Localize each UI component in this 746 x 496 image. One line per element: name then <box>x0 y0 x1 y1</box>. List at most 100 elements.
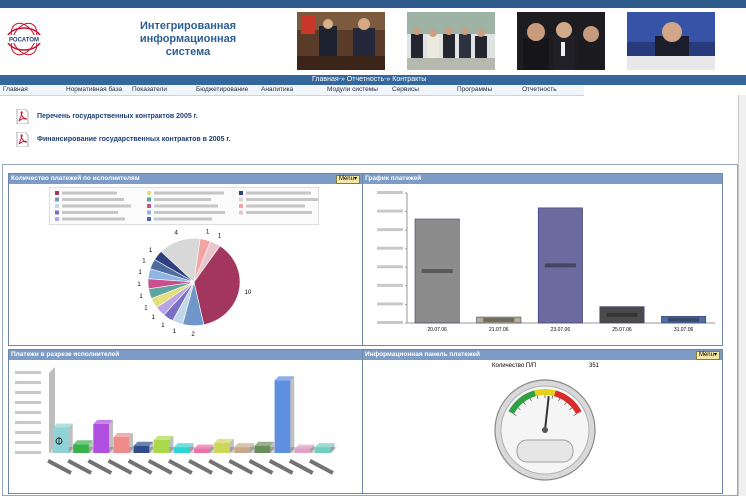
pie-menu-label: Menu <box>338 176 354 182</box>
executor-bar[interactable] <box>294 444 315 453</box>
legend-swatch <box>55 191 59 195</box>
legend-label-blur <box>154 198 211 201</box>
y-tick-label-blur <box>377 191 403 194</box>
legend-swatch <box>147 191 151 195</box>
pie-legend <box>49 187 319 225</box>
executors-chart <box>15 367 337 475</box>
pie-slice[interactable] <box>193 240 221 283</box>
executor-bar[interactable] <box>173 443 194 453</box>
y-tick-label-blur <box>377 302 403 306</box>
rosatom-logo[interactable]: РОСАТОМ <box>4 22 44 56</box>
menu-item-home[interactable]: Главная <box>3 86 28 93</box>
document-link-1[interactable]: Перечень государственных контрактов 2005… <box>16 108 198 124</box>
pie-panel-title: Количество платежей по исполнителям <box>11 175 140 182</box>
pie-slice-label: 2 <box>191 332 195 338</box>
y-tick-label-blur <box>15 421 41 424</box>
legend-swatch <box>55 210 59 215</box>
pie-slice[interactable] <box>193 245 241 326</box>
legend-label-blur <box>62 204 131 208</box>
menu-item-normative[interactable]: Нормативная база <box>66 86 123 93</box>
executor-bar[interactable] <box>234 443 254 453</box>
pdf-icon <box>16 131 29 147</box>
executor-bar[interactable] <box>53 423 73 453</box>
executor-bar[interactable] <box>113 433 134 453</box>
x-tick-label: 31.07.06 <box>674 327 694 333</box>
schedule-bar[interactable] <box>414 218 460 324</box>
menu-item-services[interactable]: Сервисы <box>392 86 419 93</box>
gauge-hub <box>542 427 548 433</box>
pie-slice-label: 1 <box>152 315 156 321</box>
x-tick-label-blur <box>47 459 72 475</box>
x-tick-label-blur <box>67 458 93 475</box>
gauge-tick <box>523 402 526 405</box>
x-tick-label-blur <box>147 459 173 475</box>
legend-label-blur <box>62 191 117 195</box>
legend-label-blur <box>246 211 312 214</box>
x-tick-label-blur <box>107 458 133 475</box>
schedule-bar[interactable] <box>537 207 583 324</box>
executor-bar[interactable] <box>133 441 154 453</box>
gauge-tick <box>551 395 553 399</box>
logo-text: РОСАТОМ <box>9 38 39 44</box>
x-tick-label-blur <box>268 458 294 475</box>
gauge-tick <box>517 407 521 410</box>
info-menu-button[interactable]: Menu▾ <box>695 351 720 360</box>
header-photo-1 <box>297 12 385 70</box>
y-tick-label-blur <box>15 401 41 404</box>
x-tick-label-blur <box>87 459 113 475</box>
gauge-tick <box>573 413 577 416</box>
title-line-2: информационная <box>139 33 237 45</box>
x-tick-label: 25.07.06 <box>612 327 632 333</box>
schedule-bar[interactable] <box>476 316 522 324</box>
y-tick-label-blur <box>377 265 403 269</box>
document-link-2-label[interactable]: Финансирование государственных контракто… <box>37 135 231 143</box>
schedule-bar[interactable] <box>661 316 707 324</box>
gauge-zone <box>508 390 537 415</box>
pie-menu-button[interactable]: Menu▾ <box>335 175 360 184</box>
menu-item-budgeting[interactable]: Бюджетирование <box>196 86 249 93</box>
executor-bar[interactable] <box>314 443 335 453</box>
header-photo-2 <box>407 12 495 70</box>
y-tick-label-blur <box>15 411 41 414</box>
executor-bar[interactable] <box>274 376 295 453</box>
breadcrumb[interactable]: Главная-» Отчетность-» Контракты <box>312 76 427 83</box>
executor-bar[interactable] <box>214 438 234 453</box>
y-tick-label-blur <box>377 209 403 213</box>
legend-label-blur <box>62 198 124 201</box>
document-link-1-label[interactable]: Перечень государственных контрактов 2005… <box>37 112 198 120</box>
gauge-tick <box>529 398 532 402</box>
document-link-2[interactable]: Финансирование государственных контракто… <box>16 131 231 147</box>
pie-slice-label: 1 <box>137 282 141 288</box>
executor-bar[interactable] <box>254 441 275 453</box>
y-tick-label-blur <box>15 381 41 384</box>
menu-item-indicators[interactable]: Показатели <box>132 86 167 93</box>
legend-label-blur <box>246 198 318 201</box>
menu-item-reporting[interactable]: Отчетность <box>522 86 557 93</box>
menu-item-analytics[interactable]: Аналитика <box>261 86 294 93</box>
pie-slice-label: 1 <box>139 294 143 300</box>
y-tick-label-blur <box>377 283 403 287</box>
x-tick-label: 23.07.06 <box>551 327 571 333</box>
executor-bar[interactable] <box>93 419 113 453</box>
gauge-needle <box>544 396 550 431</box>
legend-swatch <box>147 197 151 202</box>
dashboard-frame: Количество платежей по исполнителям Menu… <box>2 164 738 496</box>
x-tick-label-blur <box>208 459 234 475</box>
legend-swatch <box>55 217 59 221</box>
title-line-3: система <box>165 46 211 58</box>
executor-bar[interactable] <box>194 444 214 453</box>
x-tick-label-blur <box>288 458 314 475</box>
pie-slice-label: 1 <box>161 323 165 329</box>
bar-value-label-blur <box>668 317 700 322</box>
x-tick-label-blur <box>308 458 334 475</box>
menu-item-programs[interactable]: Программы <box>457 86 493 93</box>
site-title: Интегрированная информационная система <box>128 20 248 59</box>
legend-swatch <box>55 204 59 208</box>
vertical-scrollbar[interactable] <box>738 95 746 496</box>
legend-swatch <box>147 204 151 208</box>
executor-bar[interactable] <box>153 435 174 453</box>
schedule-bar[interactable] <box>599 306 645 324</box>
legend-label-blur <box>154 217 212 221</box>
menu-item-modules[interactable]: Модули системы <box>327 86 378 93</box>
executor-bar[interactable] <box>73 440 93 453</box>
